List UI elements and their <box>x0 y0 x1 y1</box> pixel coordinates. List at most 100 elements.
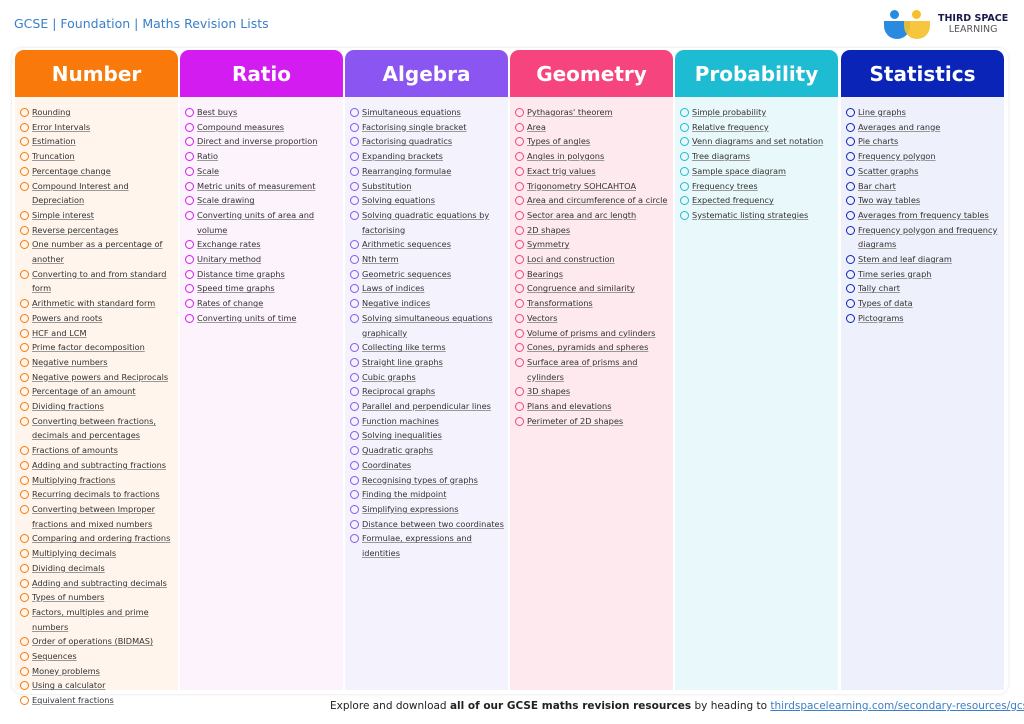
topic-link[interactable]: Expected frequency <box>692 195 774 206</box>
topic-link[interactable]: Estimation <box>32 136 76 147</box>
circle-checkbox-icon[interactable] <box>185 240 194 250</box>
circle-checkbox-icon[interactable] <box>680 196 689 206</box>
circle-checkbox-icon[interactable] <box>20 593 29 603</box>
topic-link[interactable]: Comparing and ordering fractions <box>32 533 171 544</box>
topic-item[interactable]: Sequences <box>20 649 174 664</box>
topic-item[interactable]: HCF and LCM <box>20 326 174 341</box>
topic-item[interactable]: Solving inequalities <box>350 428 504 443</box>
topic-item[interactable]: Venn diagrams and set notation <box>680 134 834 149</box>
topic-link[interactable]: Angles in polygons <box>527 151 605 162</box>
circle-checkbox-icon[interactable] <box>350 313 359 323</box>
topic-item[interactable]: Adding and subtracting fractions <box>20 458 174 473</box>
circle-checkbox-icon[interactable] <box>20 490 29 500</box>
topic-item[interactable]: Types of numbers <box>20 590 174 605</box>
topic-item[interactable]: Time series graph <box>846 267 1000 282</box>
topic-item[interactable]: Relative frequency <box>680 120 834 135</box>
circle-checkbox-icon[interactable] <box>20 549 29 559</box>
topic-link[interactable]: Bearings <box>527 268 563 279</box>
circle-checkbox-icon[interactable] <box>350 122 359 132</box>
circle-checkbox-icon[interactable] <box>846 255 855 265</box>
topic-item[interactable]: Coordinates <box>350 458 504 473</box>
topic-item[interactable]: Simple probability <box>680 105 834 120</box>
circle-checkbox-icon[interactable] <box>350 152 359 162</box>
topic-item[interactable]: Quadratic graphs <box>350 443 504 458</box>
topic-link[interactable]: Cones, pyramids and spheres <box>527 342 649 353</box>
circle-checkbox-icon[interactable] <box>20 181 29 191</box>
topic-item[interactable]: Fractions of amounts <box>20 443 174 458</box>
topic-link[interactable]: Distance between two coordinates <box>362 518 504 529</box>
topic-link[interactable]: Reverse percentages <box>32 224 119 235</box>
circle-checkbox-icon[interactable] <box>20 225 29 235</box>
topic-item[interactable]: Bar chart <box>846 179 1000 194</box>
circle-checkbox-icon[interactable] <box>20 108 29 117</box>
topic-link[interactable]: Powers and roots <box>32 312 103 323</box>
circle-checkbox-icon[interactable] <box>350 299 359 309</box>
circle-checkbox-icon[interactable] <box>680 152 689 162</box>
topic-link[interactable]: Negative numbers <box>32 356 108 367</box>
topic-item[interactable]: Congruence and similarity <box>515 281 669 296</box>
topic-item[interactable]: Solving simultaneous equations graphical… <box>350 311 504 340</box>
circle-checkbox-icon[interactable] <box>185 284 194 294</box>
topic-item[interactable]: Adding and subtracting decimals <box>20 576 174 591</box>
topic-link[interactable]: Percentage of an amount <box>32 386 136 397</box>
topic-item[interactable]: Simplifying expressions <box>350 502 504 517</box>
topic-link[interactable]: Coordinates <box>362 459 412 470</box>
circle-checkbox-icon[interactable] <box>846 196 855 206</box>
topic-link[interactable]: Direct and inverse proportion <box>197 136 318 147</box>
topic-link[interactable]: Sample space diagram <box>692 165 786 176</box>
topic-link[interactable]: Quadratic graphs <box>362 445 434 456</box>
topic-item[interactable]: Rearranging formulae <box>350 164 504 179</box>
topic-link[interactable]: Factorising single bracket <box>362 121 467 132</box>
circle-checkbox-icon[interactable] <box>20 563 29 573</box>
topic-link[interactable]: Order of operations (BIDMAS) <box>32 636 154 647</box>
circle-checkbox-icon[interactable] <box>515 284 524 294</box>
topic-item[interactable]: Negative numbers <box>20 355 174 370</box>
circle-checkbox-icon[interactable] <box>680 137 689 147</box>
circle-checkbox-icon[interactable] <box>350 490 359 500</box>
topic-link[interactable]: Frequency polygon <box>858 151 936 162</box>
topic-link[interactable]: Rounding <box>32 107 71 117</box>
topic-link[interactable]: Plans and elevations <box>527 401 612 412</box>
circle-checkbox-icon[interactable] <box>20 652 29 662</box>
topic-link[interactable]: Volume of prisms and cylinders <box>527 327 656 338</box>
circle-checkbox-icon[interactable] <box>846 166 855 176</box>
circle-checkbox-icon[interactable] <box>350 431 359 441</box>
circle-checkbox-icon[interactable] <box>185 181 194 191</box>
topic-link[interactable]: Converting to and from standard form <box>32 268 167 294</box>
topic-item[interactable]: Rounding <box>20 105 174 120</box>
topic-link[interactable]: 2D shapes <box>527 224 571 235</box>
topic-item[interactable]: Frequency polygon <box>846 149 1000 164</box>
topic-link[interactable]: Speed time graphs <box>197 283 275 294</box>
circle-checkbox-icon[interactable] <box>846 181 855 191</box>
circle-checkbox-icon[interactable] <box>185 137 194 147</box>
topic-item[interactable]: Function machines <box>350 414 504 429</box>
circle-checkbox-icon[interactable] <box>515 166 524 176</box>
circle-checkbox-icon[interactable] <box>846 284 855 294</box>
topic-item[interactable]: Types of angles <box>515 134 669 149</box>
topic-item[interactable]: Factorising single bracket <box>350 120 504 135</box>
topic-item[interactable]: Pictograms <box>846 311 1000 326</box>
circle-checkbox-icon[interactable] <box>846 122 855 132</box>
topic-item[interactable]: Types of data <box>846 296 1000 311</box>
topic-item[interactable]: Dividing fractions <box>20 399 174 414</box>
circle-checkbox-icon[interactable] <box>20 666 29 676</box>
topic-item[interactable]: Geometric sequences <box>350 267 504 282</box>
topic-link[interactable]: Multiplying fractions <box>32 474 116 485</box>
circle-checkbox-icon[interactable] <box>20 607 29 617</box>
topic-link[interactable]: Scatter graphs <box>858 165 919 176</box>
topic-item[interactable]: Converting to and from standard form <box>20 267 174 296</box>
topic-link[interactable]: Factorising quadratics <box>362 136 453 147</box>
topic-item[interactable]: Straight line graphs <box>350 355 504 370</box>
topic-link[interactable]: Converting between Improper fractions an… <box>32 503 156 529</box>
topic-link[interactable]: Equivalent fractions <box>32 695 114 706</box>
topic-item[interactable]: Exchange rates <box>185 237 339 252</box>
topic-item[interactable]: Dividing decimals <box>20 561 174 576</box>
circle-checkbox-icon[interactable] <box>350 269 359 279</box>
topic-item[interactable]: Reciprocal graphs <box>350 384 504 399</box>
circle-checkbox-icon[interactable] <box>350 460 359 470</box>
circle-checkbox-icon[interactable] <box>20 460 29 470</box>
topic-item[interactable]: Expected frequency <box>680 193 834 208</box>
topic-item[interactable]: Recognising types of graphs <box>350 473 504 488</box>
circle-checkbox-icon[interactable] <box>20 681 29 691</box>
topic-link[interactable]: Simple interest <box>32 209 94 220</box>
